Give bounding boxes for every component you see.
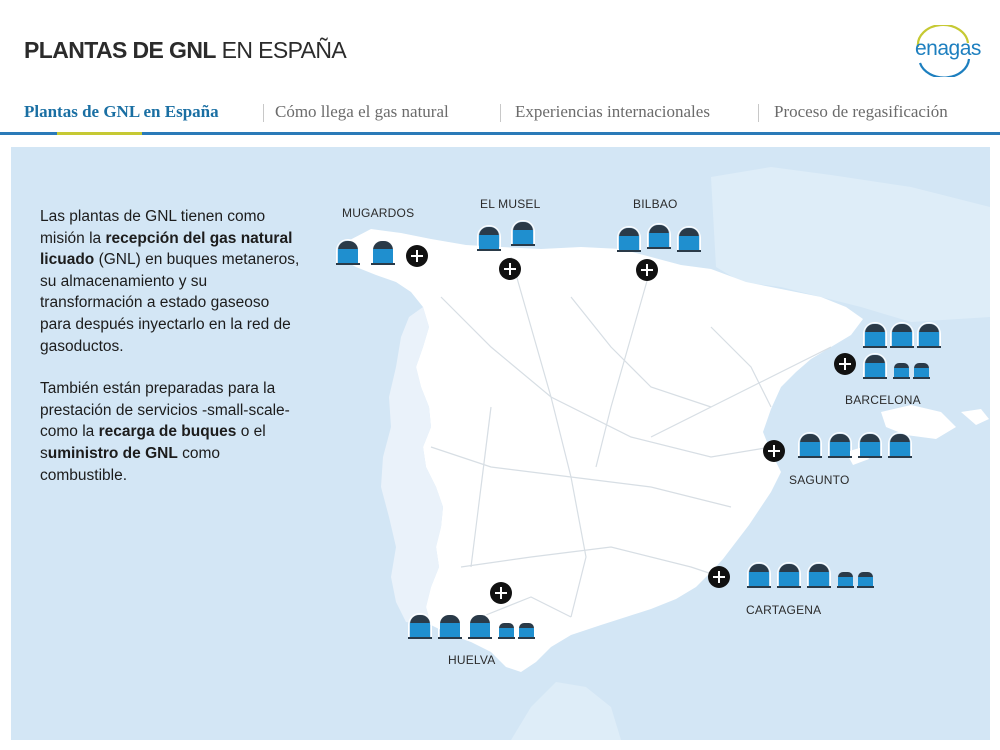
plant-label-huelva: HUELVA xyxy=(448,653,496,667)
plant-label-cartagena: CARTAGENA xyxy=(746,603,822,617)
tab-separator xyxy=(500,104,501,122)
intro-paragraph-2: También están preparadas para la prestac… xyxy=(40,380,290,484)
expand-barcelona-button[interactable] xyxy=(834,353,856,375)
expand-el-musel-button[interactable] xyxy=(499,258,521,280)
mallorca-island xyxy=(881,405,956,439)
tank-icon xyxy=(863,353,887,379)
plant-label-barcelona: BARCELONA xyxy=(845,393,921,407)
expand-bilbao-button[interactable] xyxy=(636,259,658,281)
enagas-logo[interactable]: enagas xyxy=(906,23,981,79)
expand-mugardos-button[interactable] xyxy=(406,245,428,267)
menorca-island xyxy=(961,409,989,425)
portugal-land xyxy=(381,307,443,625)
tank-icon xyxy=(747,562,771,588)
spain-map xyxy=(341,167,990,740)
tab-separator xyxy=(758,104,759,122)
tank-icon xyxy=(863,322,887,348)
page-title-light: EN ESPAÑA xyxy=(215,37,347,63)
plant-label-bilbao: BILBAO xyxy=(633,197,678,211)
intro-text: Las plantas de GNL tienen como misión la… xyxy=(40,206,300,507)
tab-underline-rule xyxy=(0,132,1000,135)
page-title: PLANTAS DE GNL EN ESPAÑA xyxy=(24,37,347,64)
expand-huelva-button[interactable] xyxy=(490,582,512,604)
small-tank-icon xyxy=(518,623,535,639)
tab-bar: Plantas de GNL en España Cómo llega el g… xyxy=(0,96,1000,136)
plant-label-el-musel: EL MUSEL xyxy=(480,197,541,211)
tank-icon xyxy=(468,613,492,639)
tank-icon xyxy=(807,562,831,588)
logo-text: enagas xyxy=(915,37,981,60)
tank-icon xyxy=(798,432,822,458)
small-tank-icon xyxy=(498,623,515,639)
small-tank-icon xyxy=(913,363,930,379)
small-tank-icon xyxy=(893,363,910,379)
intro-paragraph-1: Las plantas de GNL tienen como misión la… xyxy=(40,208,300,355)
tank-icon xyxy=(477,225,501,251)
tank-icon xyxy=(777,562,801,588)
tank-icon xyxy=(647,223,671,249)
tab-plantas-gnl[interactable]: Plantas de GNL en España xyxy=(24,102,219,121)
tank-icon xyxy=(917,322,941,348)
tank-icon xyxy=(858,432,882,458)
tab-como-llega[interactable]: Cómo llega el gas natural xyxy=(275,102,449,121)
africa-land xyxy=(511,682,621,740)
small-tank-icon xyxy=(837,572,854,588)
expand-sagunto-button[interactable] xyxy=(763,440,785,462)
active-tab-indicator xyxy=(57,132,142,135)
tank-icon xyxy=(828,432,852,458)
tank-icon xyxy=(888,432,912,458)
tank-icon xyxy=(371,239,395,265)
pipeline-network xyxy=(430,256,832,618)
plant-label-mugardos: MUGARDOS xyxy=(342,206,415,220)
tank-icon xyxy=(511,220,535,246)
map-panel: Las plantas de GNL tienen como misión la… xyxy=(11,147,990,740)
tab-separator xyxy=(263,104,264,122)
plant-label-sagunto: SAGUNTO xyxy=(789,473,850,487)
tab-proceso[interactable]: Proceso de regasificación xyxy=(774,102,948,121)
tank-icon xyxy=(438,613,462,639)
tank-icon xyxy=(336,239,360,265)
tank-icon xyxy=(617,226,641,252)
tank-icon xyxy=(677,226,701,252)
france-land xyxy=(711,167,990,322)
header: PLANTAS DE GNL EN ESPAÑA enagas xyxy=(0,0,1000,95)
page-title-bold: PLANTAS DE GNL xyxy=(24,37,216,63)
small-tank-icon xyxy=(857,572,874,588)
tank-icon xyxy=(890,322,914,348)
expand-cartagena-button[interactable] xyxy=(708,566,730,588)
tank-icon xyxy=(408,613,432,639)
tab-experiencias[interactable]: Experiencias internacionales xyxy=(515,102,710,121)
